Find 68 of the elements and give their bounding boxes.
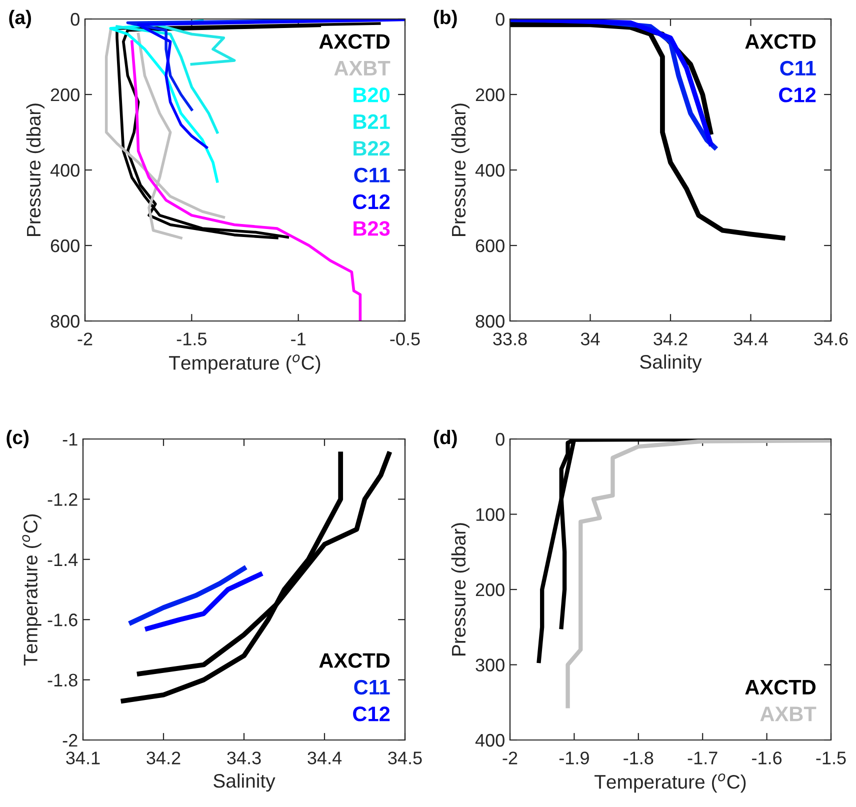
y-axis-title: Pressure (dbar) (451, 523, 470, 656)
x-axis-title: Temperature ($^{o}$C) (169, 354, 320, 374)
text: B22 (354, 140, 390, 156)
text: C11 (780, 60, 816, 76)
series-label: AXCTD (319, 34, 390, 49)
x-tick-label: 34.4 (308, 752, 342, 764)
text: AXBT (760, 706, 816, 722)
x-axis-title: Temperature ($^{o}$C) (594, 774, 746, 793)
x-axis-title: Salinity (640, 354, 702, 373)
text: AXCTD (319, 653, 390, 668)
x-tick-label: -1.5 (816, 752, 846, 764)
text: C11 (354, 168, 390, 182)
text: B21 (354, 114, 390, 129)
y-tick-label: 800 (476, 314, 504, 328)
y-tick-label: 400 (50, 164, 80, 177)
y-tick-label: 200 (476, 583, 504, 596)
x-axis-title: Salinity (214, 774, 276, 792)
y-tick-label: 200 (50, 88, 80, 102)
x-tick-label: -1.6 (752, 752, 782, 764)
y-tick-label: 0 (496, 12, 504, 26)
y-tick-label: -1.2 (48, 493, 78, 506)
y-tick-label: -1.6 (48, 614, 78, 626)
y-tick-label: 0 (496, 432, 504, 446)
x-tick-label: 34.4 (734, 332, 768, 346)
x-tick-label: 34.3 (227, 752, 261, 764)
chart-title: (c) (6, 430, 29, 448)
y-tick-label: 300 (476, 658, 504, 672)
y-tick-label: 600 (50, 239, 80, 252)
x-tick-label: 33.8 (493, 332, 527, 346)
y-tick-label: 400 (475, 734, 504, 747)
y-tick-label: -1.8 (48, 674, 78, 687)
text: C12 (353, 194, 390, 210)
x-tick-label: 34.5 (388, 752, 422, 764)
x-tick-label: -1 (291, 332, 306, 346)
x-tick-label: -1.9 (559, 752, 589, 764)
y-tick-label: -1 (62, 433, 78, 446)
series-label: B23 (354, 221, 390, 236)
y-tick-label: 200 (476, 88, 504, 102)
y-axis-title: Pressure (dbar) (451, 104, 470, 236)
x-tick-label: 34.6 (814, 332, 848, 346)
x-tick-label: -1.8 (624, 752, 654, 764)
text: AXBT (334, 61, 390, 76)
x-tick-label: -0.5 (390, 332, 420, 346)
y-tick-label: -1.4 (48, 554, 78, 566)
text: AXCTD (745, 34, 816, 49)
y-axis-title: Pressure (dbar) (26, 104, 44, 236)
y-tick-label: 0 (70, 12, 80, 26)
y-tick-label: 600 (476, 239, 504, 252)
y-tick-label: 400 (475, 164, 504, 177)
y-tick-label: 800 (50, 314, 80, 328)
x-tick-label: 34.2 (146, 752, 180, 764)
x-tick-label: -1.5 (176, 332, 206, 346)
y-tick-label: -2 (62, 734, 78, 747)
x-tick-label: 34.2 (654, 332, 688, 346)
x-tick-label: 34 (580, 332, 600, 346)
text: C12 (779, 88, 816, 102)
text: B20 (354, 88, 390, 102)
text: C11 (354, 680, 390, 695)
y-tick-label: 100 (476, 508, 504, 521)
text: C12 (353, 706, 390, 722)
y-axis-title: Temperature ($^{o}$C) (22, 514, 42, 666)
x-tick-label: -2 (78, 332, 92, 346)
chart-title: (a) (9, 10, 31, 28)
chart-title: (b) (434, 10, 457, 28)
chart-title: (d) (434, 430, 457, 448)
x-tick-label: 34.1 (66, 752, 100, 764)
text: AXCTD (745, 680, 816, 695)
x-tick-label: -1.7 (688, 752, 718, 764)
